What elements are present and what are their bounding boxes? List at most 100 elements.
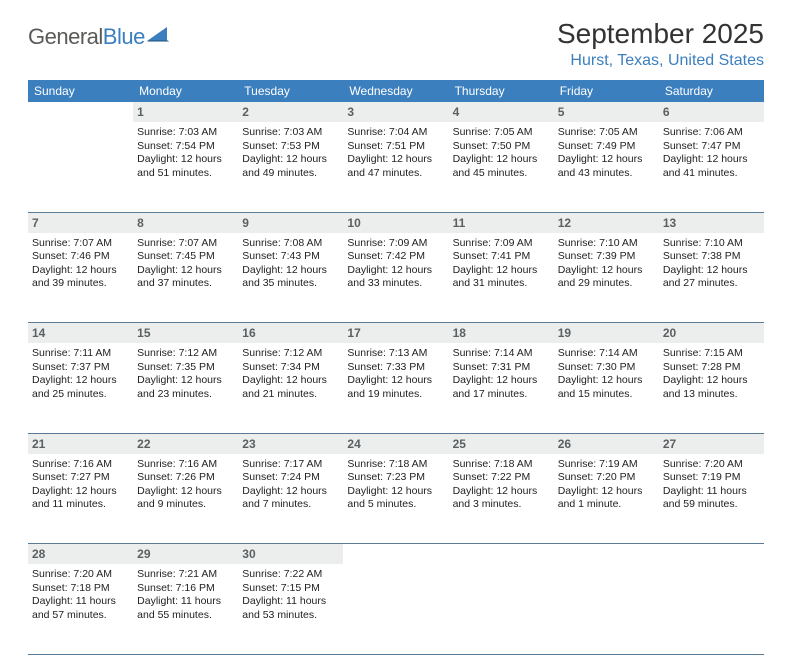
day-cell: Sunrise: 7:07 AM Sunset: 7:45 PM Dayligh… [133,233,238,323]
col-header-thursday: Thursday [449,80,554,102]
daynum-cell: 13 [659,213,764,233]
day-cell: Sunrise: 7:15 AM Sunset: 7:28 PM Dayligh… [659,343,764,433]
separator-cell [449,654,554,655]
logo-text-blue: Blue [103,24,145,49]
separator-cell [28,654,133,655]
content-row: Sunrise: 7:03 AM Sunset: 7:54 PM Dayligh… [28,122,764,212]
daynum-cell: 30 [238,544,343,564]
day-number: 8 [137,216,144,230]
day-cell-text: Sunrise: 7:07 AM Sunset: 7:45 PM Dayligh… [137,235,234,292]
calendar-header-row: Sunday Monday Tuesday Wednesday Thursday… [28,80,764,102]
col-header-saturday: Saturday [659,80,764,102]
calendar-table: Sunday Monday Tuesday Wednesday Thursday… [28,80,764,655]
day-cell: Sunrise: 7:05 AM Sunset: 7:50 PM Dayligh… [449,122,554,212]
daynum-cell [343,544,448,564]
daynum-cell: 9 [238,213,343,233]
daynum-cell: 1 [133,102,238,122]
day-cell-text [453,566,550,568]
day-cell: Sunrise: 7:22 AM Sunset: 7:15 PM Dayligh… [238,564,343,654]
day-cell: Sunrise: 7:11 AM Sunset: 7:37 PM Dayligh… [28,343,133,433]
col-header-friday: Friday [554,80,659,102]
daynum-cell: 11 [449,213,554,233]
separator-row [28,654,764,655]
day-cell-text: Sunrise: 7:12 AM Sunset: 7:35 PM Dayligh… [137,345,234,402]
content-row: Sunrise: 7:16 AM Sunset: 7:27 PM Dayligh… [28,454,764,544]
calendar-body: 123456Sunrise: 7:03 AM Sunset: 7:54 PM D… [28,102,764,655]
day-cell: Sunrise: 7:04 AM Sunset: 7:51 PM Dayligh… [343,122,448,212]
daynum-cell: 24 [343,434,448,454]
location-text: Hurst, Texas, United States [557,52,764,70]
daynum-row: 123456 [28,102,764,122]
day-cell [659,564,764,654]
daynum-cell: 16 [238,323,343,343]
day-number: 27 [663,437,676,451]
day-cell-text: Sunrise: 7:18 AM Sunset: 7:23 PM Dayligh… [347,456,444,513]
day-number: 21 [32,437,45,451]
day-cell-text: Sunrise: 7:06 AM Sunset: 7:47 PM Dayligh… [663,124,760,181]
daynum-cell: 15 [133,323,238,343]
day-cell: Sunrise: 7:12 AM Sunset: 7:34 PM Dayligh… [238,343,343,433]
day-number: 14 [32,326,45,340]
day-cell: Sunrise: 7:07 AM Sunset: 7:46 PM Dayligh… [28,233,133,323]
daynum-cell: 5 [554,102,659,122]
daynum-cell: 3 [343,102,448,122]
day-cell: Sunrise: 7:16 AM Sunset: 7:26 PM Dayligh… [133,454,238,544]
day-cell-text [663,566,760,568]
day-cell-text [558,566,655,568]
logo-triangle-icon [147,25,171,48]
day-number: 4 [453,105,460,119]
daynum-cell [659,544,764,564]
day-cell-text: Sunrise: 7:05 AM Sunset: 7:50 PM Dayligh… [453,124,550,181]
day-cell: Sunrise: 7:03 AM Sunset: 7:54 PM Dayligh… [133,122,238,212]
day-cell-text: Sunrise: 7:16 AM Sunset: 7:26 PM Dayligh… [137,456,234,513]
day-cell-text: Sunrise: 7:03 AM Sunset: 7:54 PM Dayligh… [137,124,234,181]
day-cell: Sunrise: 7:18 AM Sunset: 7:22 PM Dayligh… [449,454,554,544]
day-number: 9 [242,216,249,230]
day-number: 29 [137,547,150,561]
day-number: 25 [453,437,466,451]
day-cell: Sunrise: 7:06 AM Sunset: 7:47 PM Dayligh… [659,122,764,212]
title-block: September 2025 Hurst, Texas, United Stat… [557,18,764,70]
page: GeneralBlue September 2025 Hurst, Texas,… [0,0,792,665]
day-cell [28,122,133,212]
day-cell-text [32,124,129,126]
day-cell-text: Sunrise: 7:20 AM Sunset: 7:18 PM Dayligh… [32,566,129,623]
day-cell-text: Sunrise: 7:21 AM Sunset: 7:16 PM Dayligh… [137,566,234,623]
day-number: 6 [663,105,670,119]
day-cell-text: Sunrise: 7:10 AM Sunset: 7:38 PM Dayligh… [663,235,760,292]
day-cell-text: Sunrise: 7:13 AM Sunset: 7:33 PM Dayligh… [347,345,444,402]
logo-text-general: General [28,24,103,49]
day-number: 12 [558,216,571,230]
separator-cell [343,654,448,655]
daynum-cell: 29 [133,544,238,564]
daynum-cell: 20 [659,323,764,343]
separator-cell [238,654,343,655]
page-title: September 2025 [557,18,764,50]
day-cell-text [347,566,444,568]
day-number: 11 [453,216,466,230]
daynum-cell [554,544,659,564]
day-cell: Sunrise: 7:03 AM Sunset: 7:53 PM Dayligh… [238,122,343,212]
day-cell-text: Sunrise: 7:03 AM Sunset: 7:53 PM Dayligh… [242,124,339,181]
daynum-cell: 14 [28,323,133,343]
col-header-sunday: Sunday [28,80,133,102]
day-cell: Sunrise: 7:21 AM Sunset: 7:16 PM Dayligh… [133,564,238,654]
day-cell: Sunrise: 7:10 AM Sunset: 7:39 PM Dayligh… [554,233,659,323]
day-cell: Sunrise: 7:09 AM Sunset: 7:42 PM Dayligh… [343,233,448,323]
day-number: 3 [347,105,354,119]
daynum-cell: 6 [659,102,764,122]
day-cell-text: Sunrise: 7:20 AM Sunset: 7:19 PM Dayligh… [663,456,760,513]
daynum-row: 14151617181920 [28,323,764,343]
separator-cell [133,654,238,655]
day-number: 10 [347,216,360,230]
day-number: 13 [663,216,676,230]
day-cell: Sunrise: 7:20 AM Sunset: 7:18 PM Dayligh… [28,564,133,654]
day-cell-text: Sunrise: 7:15 AM Sunset: 7:28 PM Dayligh… [663,345,760,402]
day-cell [343,564,448,654]
day-number: 23 [242,437,255,451]
day-cell: Sunrise: 7:19 AM Sunset: 7:20 PM Dayligh… [554,454,659,544]
day-cell: Sunrise: 7:16 AM Sunset: 7:27 PM Dayligh… [28,454,133,544]
day-cell-text: Sunrise: 7:14 AM Sunset: 7:30 PM Dayligh… [558,345,655,402]
daynum-cell [28,102,133,122]
daynum-row: 282930 [28,544,764,564]
